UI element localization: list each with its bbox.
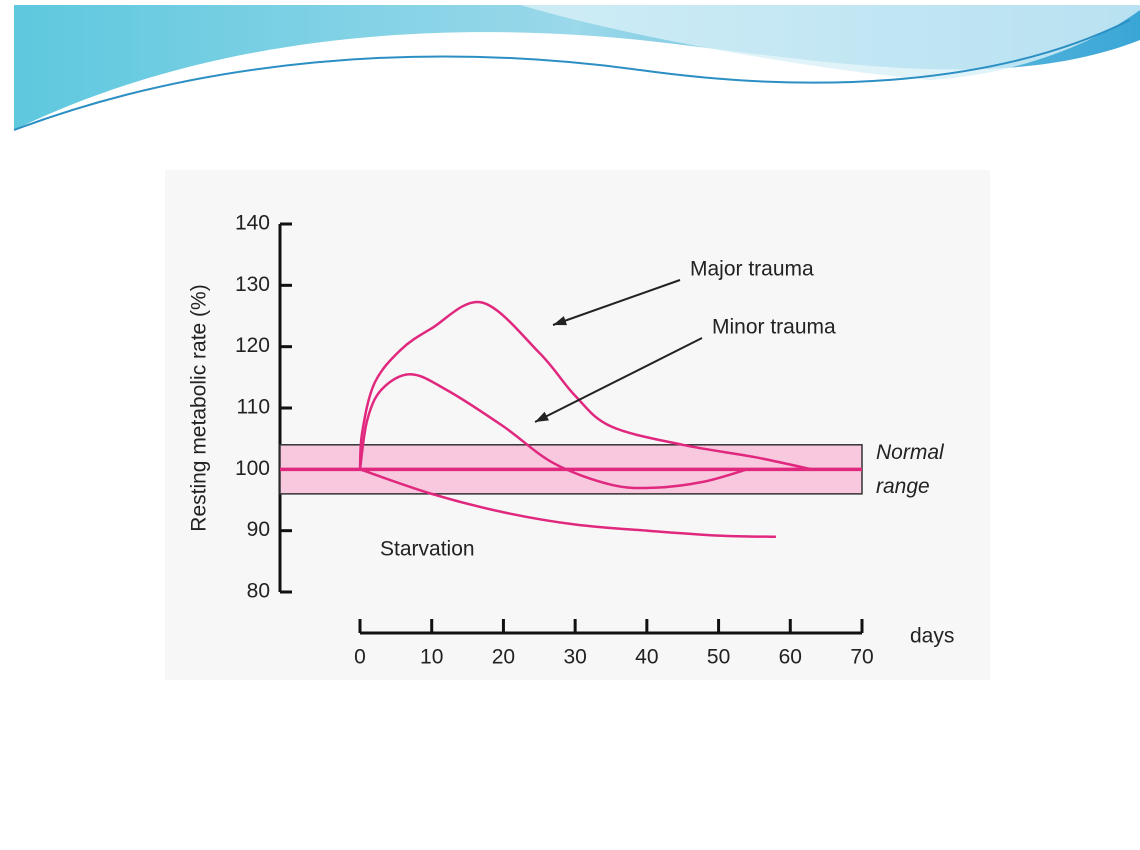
slide: {"chart_data": {"type": "line", "y_label…	[0, 0, 1140, 845]
y-tick-label: 140	[235, 212, 270, 235]
figure-background	[165, 170, 990, 680]
y-tick-label: 130	[235, 273, 270, 296]
chart: Resting metabolic rate (%) days 80901001…	[0, 0, 1140, 845]
normal-range-label: Normal	[876, 441, 945, 464]
x-tick-label: 20	[492, 646, 515, 669]
header-decoration	[14, 5, 1140, 130]
x-tick-label: 0	[354, 646, 366, 669]
normal-range-label: range	[876, 475, 930, 498]
x-tick-label: 70	[850, 646, 873, 669]
x-tick-label: 30	[563, 646, 586, 669]
y-axis-label: Resting metabolic rate (%)	[188, 284, 211, 531]
x-tick-label: 60	[779, 646, 802, 669]
series-annotation: Starvation	[380, 538, 475, 561]
series-annotation: Minor trauma	[712, 316, 836, 339]
x-axis-label: days	[910, 625, 954, 648]
y-tick-label: 110	[237, 396, 270, 419]
x-tick-label: 50	[707, 646, 730, 669]
x-tick-label: 10	[420, 646, 443, 669]
series-annotation: Major trauma	[690, 258, 814, 281]
y-tick-label: 100	[235, 457, 270, 480]
y-tick-label: 90	[247, 518, 270, 541]
y-tick-label: 80	[247, 580, 270, 603]
x-tick-label: 40	[635, 646, 658, 669]
y-tick-label: 120	[235, 334, 270, 357]
